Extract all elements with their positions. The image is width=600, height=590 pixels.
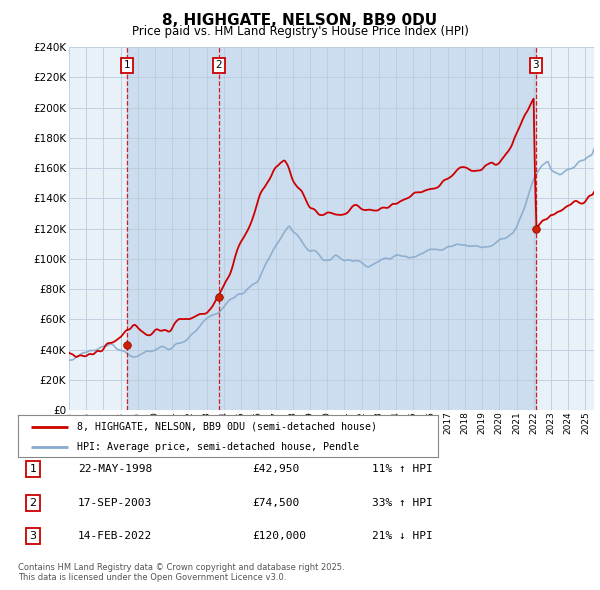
Text: 17-SEP-2003: 17-SEP-2003 (78, 498, 152, 507)
Text: 8, HIGHGATE, NELSON, BB9 0DU (semi-detached house): 8, HIGHGATE, NELSON, BB9 0DU (semi-detac… (77, 422, 377, 432)
Text: 33% ↑ HPI: 33% ↑ HPI (372, 498, 433, 507)
Text: Contains HM Land Registry data © Crown copyright and database right 2025.
This d: Contains HM Land Registry data © Crown c… (18, 563, 344, 582)
Text: 1: 1 (29, 464, 37, 474)
Text: 21% ↓ HPI: 21% ↓ HPI (372, 532, 433, 541)
Bar (127, 47, 219, 410)
Text: 2: 2 (215, 60, 222, 70)
Text: £74,500: £74,500 (252, 498, 299, 507)
Text: £42,950: £42,950 (252, 464, 299, 474)
Text: 3: 3 (533, 60, 539, 70)
Bar (219, 47, 536, 410)
Text: HPI: Average price, semi-detached house, Pendle: HPI: Average price, semi-detached house,… (77, 442, 359, 451)
Text: 14-FEB-2022: 14-FEB-2022 (78, 532, 152, 541)
Text: 8, HIGHGATE, NELSON, BB9 0DU: 8, HIGHGATE, NELSON, BB9 0DU (163, 13, 437, 28)
Text: £120,000: £120,000 (252, 532, 306, 541)
Text: 11% ↑ HPI: 11% ↑ HPI (372, 464, 433, 474)
Text: 3: 3 (29, 532, 37, 541)
Text: Price paid vs. HM Land Registry's House Price Index (HPI): Price paid vs. HM Land Registry's House … (131, 25, 469, 38)
Text: 1: 1 (124, 60, 130, 70)
Text: 2: 2 (29, 498, 37, 507)
Text: 22-MAY-1998: 22-MAY-1998 (78, 464, 152, 474)
